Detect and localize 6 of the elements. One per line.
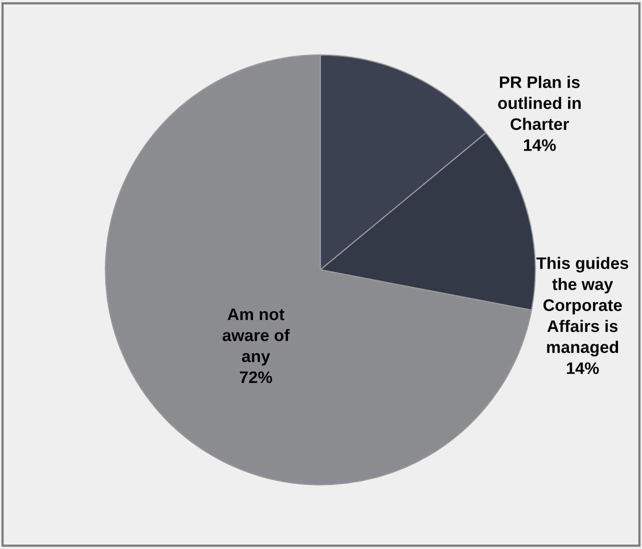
data-label: 14% xyxy=(524,139,556,151)
slice-label: PR Plan is outlined in Charter xyxy=(498,76,581,130)
data-label: 14% xyxy=(566,362,599,374)
data-label: 72% xyxy=(240,371,272,384)
slice-label: Am not aware of any xyxy=(222,308,290,366)
slice-label: This guides the way Corporate Affairs is managed xyxy=(536,256,628,356)
